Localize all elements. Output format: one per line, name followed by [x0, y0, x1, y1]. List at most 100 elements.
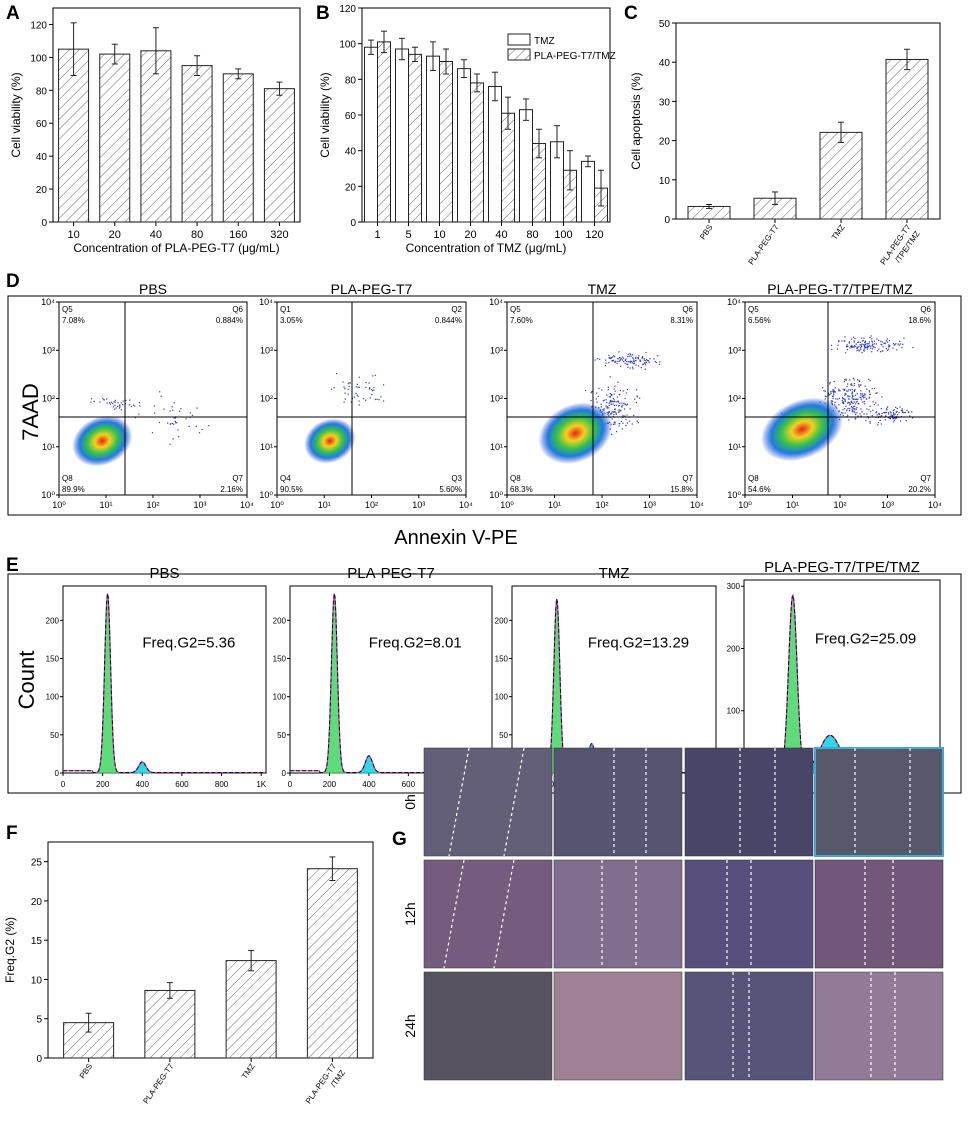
- event-dot: [861, 337, 863, 339]
- y-tick-label: 10³: [490, 345, 503, 355]
- event-dot: [889, 411, 891, 413]
- event-dot: [828, 383, 831, 385]
- event-dot: [348, 382, 350, 384]
- event-dot: [870, 411, 872, 413]
- event-dot: [591, 391, 593, 393]
- event-dot: [876, 338, 878, 340]
- y-axis-label: Cell viability (%): [9, 72, 23, 157]
- bar: [140, 50, 172, 223]
- y-tick-label: 60: [36, 119, 48, 130]
- event-dot: [848, 419, 850, 421]
- quadrant-name: Q5: [510, 305, 521, 314]
- event-dot: [358, 400, 360, 402]
- event-dot: [902, 343, 904, 345]
- event-dot: [595, 398, 597, 400]
- event-dot: [871, 341, 874, 343]
- event-dot: [893, 419, 895, 421]
- event-dot: [858, 386, 860, 388]
- event-dot: [869, 393, 871, 396]
- event-dot: [631, 366, 634, 368]
- micrograph-sheen: [424, 860, 552, 968]
- event-dot: [886, 409, 888, 411]
- event-dot: [645, 359, 647, 362]
- event-dot: [862, 397, 865, 399]
- event-dot: [169, 410, 171, 412]
- event-dot: [836, 348, 839, 350]
- x-axis-label: Annexin V-PE: [394, 527, 517, 549]
- event-dot: [876, 350, 879, 352]
- quadrant-percent: 0.844%: [435, 316, 462, 325]
- event-dot: [852, 336, 855, 338]
- event-dot: [854, 407, 856, 410]
- event-dot: [611, 400, 613, 402]
- event-dot: [134, 405, 136, 407]
- event-dot: [99, 401, 101, 403]
- event-dot: [880, 415, 883, 417]
- event-dot: [629, 408, 631, 410]
- event-dot: [608, 411, 610, 413]
- event-dot: [171, 422, 174, 425]
- event-dot: [188, 425, 190, 427]
- event-dot: [154, 412, 156, 414]
- event-dot: [610, 357, 612, 360]
- event-dot: [899, 406, 901, 408]
- event-dot: [869, 396, 871, 399]
- event-dot: [854, 337, 856, 340]
- event-dot: [831, 348, 833, 350]
- x-tick-label: 10³: [412, 500, 425, 510]
- event-dot: [881, 350, 883, 352]
- event-dot: [114, 404, 116, 406]
- event-dot: [883, 412, 885, 414]
- event-dot: [180, 408, 182, 410]
- x-tick-label: TMZ: [830, 223, 847, 242]
- event-dot: [636, 396, 638, 398]
- event-dot: [869, 336, 871, 339]
- chart-b: 0 20 40 60 80 100 120 1 5 10 20 40 80 100 120 Cell viab…: [318, 4, 616, 255]
- x-tick-label: 10¹: [786, 500, 799, 510]
- event-dot: [860, 397, 862, 399]
- event-dot: [851, 392, 853, 394]
- y-tick-label: 10⁰: [41, 490, 55, 500]
- event-dot: [895, 406, 897, 409]
- y-tick-label: 0: [282, 769, 287, 778]
- event-dot: [347, 393, 349, 395]
- x-tick-label: 40: [495, 229, 507, 241]
- event-dot: [603, 408, 605, 410]
- event-dot: [606, 406, 608, 408]
- event-dot: [342, 381, 344, 383]
- event-dot: [903, 411, 905, 414]
- quadrant-name: Q7: [920, 474, 931, 483]
- y-tick-label: 150: [495, 655, 509, 664]
- event-dot: [333, 387, 335, 389]
- event-dot: [909, 415, 911, 417]
- event-dot: [842, 409, 844, 411]
- plot-frame: [506, 301, 698, 496]
- event-dot: [173, 402, 175, 404]
- event-dot: [629, 367, 631, 369]
- x-tick-label: 10⁴: [928, 500, 942, 510]
- y-tick-label: 10¹: [728, 442, 741, 452]
- event-dot: [604, 364, 607, 367]
- event-dot: [886, 338, 888, 340]
- event-dot: [885, 411, 887, 413]
- event-dot: [879, 419, 881, 421]
- plot-frame: [276, 301, 467, 496]
- event-dot: [902, 411, 904, 414]
- event-dot: [858, 380, 861, 383]
- plot-frame: [58, 301, 248, 496]
- event-dot: [627, 361, 630, 363]
- micrograph: [553, 747, 683, 857]
- event-dot: [629, 353, 631, 355]
- event-dot: [868, 397, 870, 399]
- event-dot: [838, 397, 841, 400]
- event-dot: [128, 404, 130, 406]
- micrograph: [814, 859, 944, 969]
- event-dot: [856, 350, 858, 352]
- event-dot: [618, 411, 620, 413]
- event-dot: [844, 412, 846, 414]
- x-tick-label: 10⁰: [738, 500, 752, 510]
- micrograph: [423, 859, 553, 969]
- event-dot: [620, 409, 622, 411]
- event-dot: [852, 409, 854, 412]
- event-dot: [617, 401, 619, 403]
